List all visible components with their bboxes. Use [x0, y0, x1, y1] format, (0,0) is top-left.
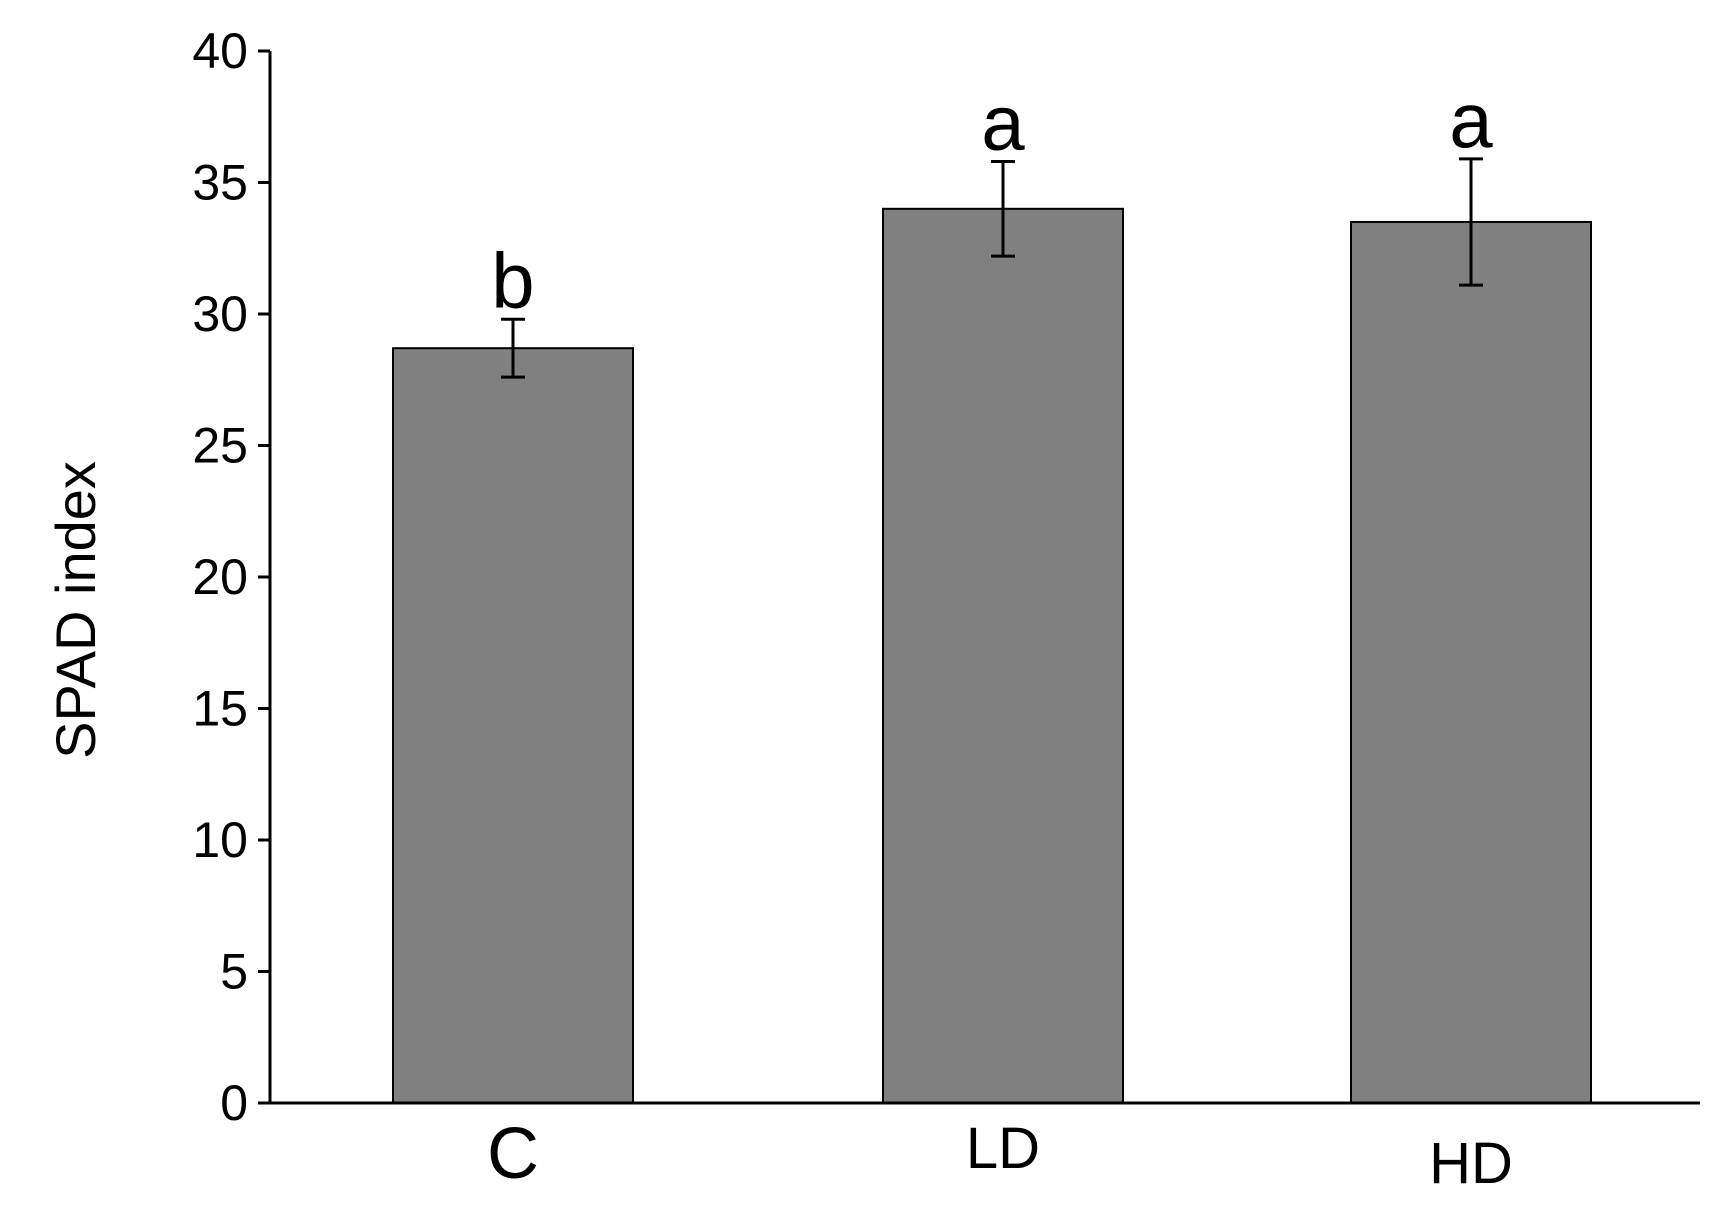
- y-ticks-group: 0 5 10 15 20 25 30 35 40: [192, 23, 270, 1131]
- error-bar-LD: [991, 159, 1015, 258]
- y-tick-label: 15: [192, 681, 248, 737]
- bar-HD: [1350, 220, 1592, 1104]
- y-tick-label: 30: [192, 286, 248, 342]
- bar-LD: [882, 207, 1124, 1105]
- y-tick-label: 0: [220, 1075, 248, 1131]
- y-tick-label: 40: [192, 23, 248, 79]
- error-bars-group: [501, 157, 1483, 379]
- x-category-label-HD: HD: [1429, 1131, 1513, 1196]
- x-category-label-C: C: [487, 1114, 539, 1194]
- bars-group: [392, 207, 1592, 1105]
- y-tick-label: 5: [220, 944, 248, 1000]
- significance-labels-group: b a a: [491, 76, 1493, 324]
- y-tick-label: 10: [192, 812, 248, 868]
- y-tick-label: 20: [192, 549, 248, 605]
- y-axis-title: SPAD index: [44, 461, 107, 759]
- y-tick-label: 35: [192, 155, 248, 211]
- significance-label-HD: a: [1449, 76, 1493, 164]
- error-bar-HD: [1459, 157, 1483, 287]
- y-tick-label: 25: [192, 418, 248, 474]
- significance-label-C: b: [491, 236, 534, 324]
- bar-C: [392, 347, 634, 1104]
- x-labels-group: C LD HD: [487, 1114, 1513, 1196]
- x-category-label-LD: LD: [966, 1116, 1040, 1181]
- error-bar-C: [501, 317, 525, 379]
- significance-label-LD: a: [981, 78, 1025, 166]
